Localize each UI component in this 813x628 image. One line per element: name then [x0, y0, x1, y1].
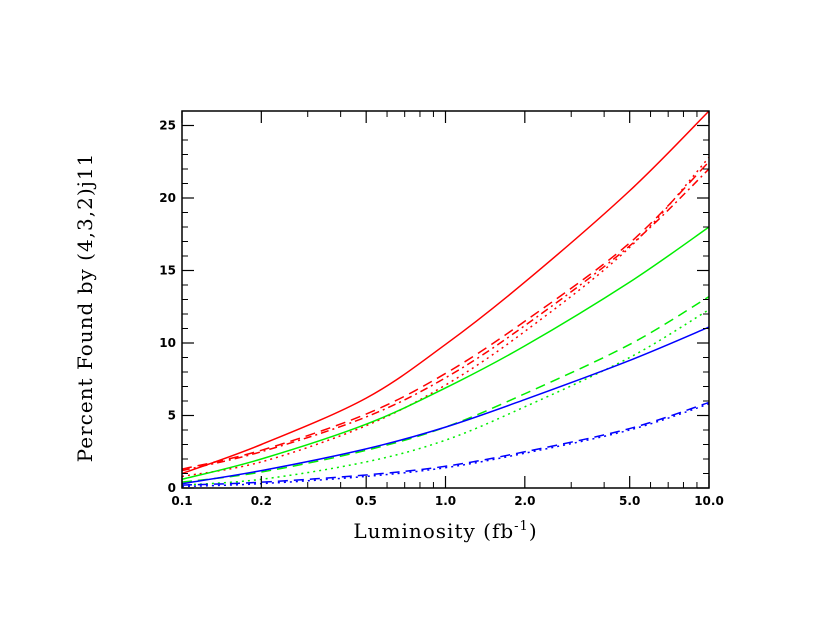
x-tick-label: 10.0: [694, 494, 724, 508]
ticks-group: [181, 110, 710, 489]
series-line-3: [181, 168, 710, 472]
y-tick-label: 15: [159, 264, 176, 278]
x-tick-label: 0.5: [356, 494, 377, 508]
series-line-2: [181, 156, 710, 478]
series-line-0: [181, 110, 710, 475]
x-axis-title: Luminosity (fb-1): [353, 519, 537, 543]
x-tick-label: 2.0: [514, 494, 535, 508]
series-line-7: [181, 326, 710, 485]
series-line-8: [181, 401, 710, 486]
x-tick-labels: 0.1 0.2 0.5 1.0 2.0 5.0 10.0: [171, 494, 723, 508]
y-tick-label: 10: [159, 336, 176, 350]
y-axis-title: Percent Found by (4,3,2)j11: [73, 153, 97, 463]
y-tick-label: 5: [168, 409, 176, 423]
x-tick-label: 1.0: [435, 494, 456, 508]
x-tick-label: 0.1: [171, 494, 192, 508]
y-tick-label: 0: [168, 481, 176, 495]
series-line-1: [181, 161, 710, 470]
y-tick-label: 25: [159, 119, 176, 133]
x-tick-label: 5.0: [619, 494, 640, 508]
y-tick-label: 20: [159, 191, 176, 205]
plot-frame: [181, 110, 710, 489]
series-line-5: [181, 295, 710, 483]
curves-group: [181, 110, 710, 488]
series-line-4: [181, 226, 710, 481]
x-tick-label: 0.2: [251, 494, 272, 508]
y-tick-labels: 0 5 10 15 20 25: [159, 119, 176, 496]
